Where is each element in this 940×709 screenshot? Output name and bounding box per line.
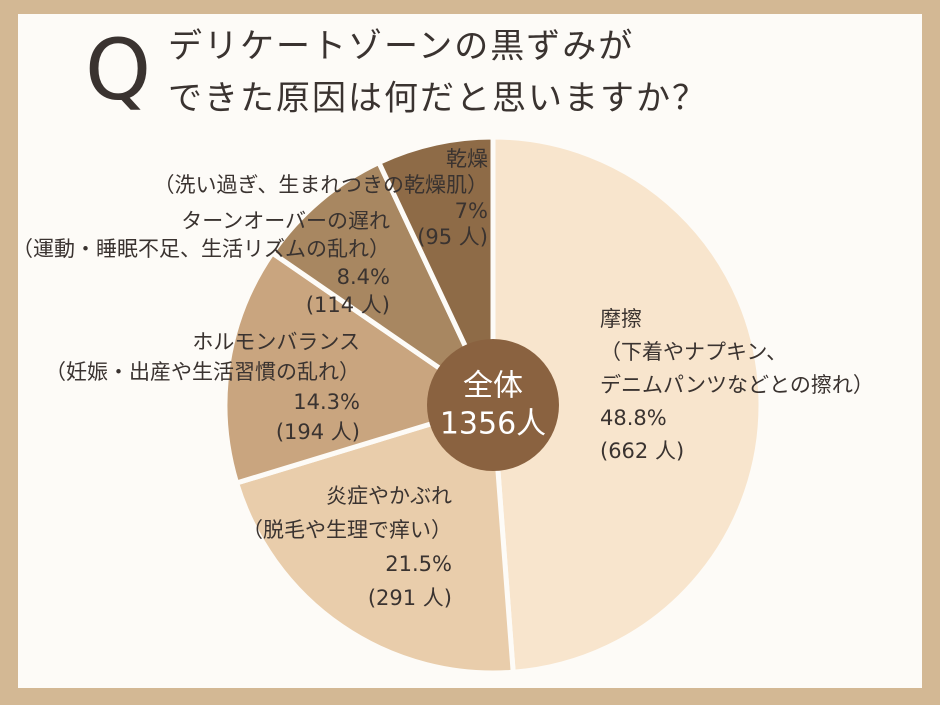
center-label: 全体 xyxy=(463,369,523,404)
count-label: (95 人) xyxy=(417,225,488,249)
pie-slice xyxy=(233,401,516,676)
value-label: 8.4% xyxy=(337,265,390,289)
value-label: 7% xyxy=(455,199,488,223)
value-label: 21.5% xyxy=(385,552,452,576)
slice-detail: （洗い過ぎ、生まれつきの乾燥肌） xyxy=(153,173,488,197)
slice-detail: （脱毛や生理で痒い） xyxy=(242,518,452,542)
value-label: 48.8% xyxy=(600,406,667,430)
title-line: デリケートゾーンの黒ずみが xyxy=(168,27,634,67)
pie-slice xyxy=(222,249,499,487)
center-circle xyxy=(427,339,559,471)
slice-name: ターンオーバーの遅れ xyxy=(181,209,390,233)
slice-detail: （下着やナプキン、 xyxy=(600,340,787,364)
count-label: (291 人) xyxy=(368,586,452,610)
slice-detail: （運動・睡眠不足、生活リズムの乱れ） xyxy=(12,237,390,261)
center-label: 1356人 xyxy=(440,407,546,442)
slice-name: 炎症やかぶれ xyxy=(326,484,452,508)
count-label: (114 人) xyxy=(306,293,390,317)
slice-detail: デニムパンツなどとの擦れ） xyxy=(600,373,874,397)
title-mark: Q xyxy=(85,21,151,119)
slice-name: 摩擦 xyxy=(600,307,642,331)
slice-name: 乾燥 xyxy=(446,147,488,171)
value-label: 14.3% xyxy=(293,390,360,414)
slice-name: ホルモンバランス xyxy=(192,330,360,354)
pie-slice xyxy=(375,134,496,407)
pie-slice xyxy=(268,159,500,413)
pie-slice xyxy=(490,134,764,675)
count-label: (194 人) xyxy=(276,420,360,444)
count-label: (662 人) xyxy=(600,439,684,463)
slice-detail: （妊娠・出産や生活習慣の乱れ） xyxy=(45,360,360,384)
title-line: できた原因は何だと思いますか？ xyxy=(168,79,708,119)
labels: 摩擦 （下着やナプキン、デニムパンツなどとの擦れ） 48.8% (662 人) 炎症やか… xyxy=(12,147,874,610)
